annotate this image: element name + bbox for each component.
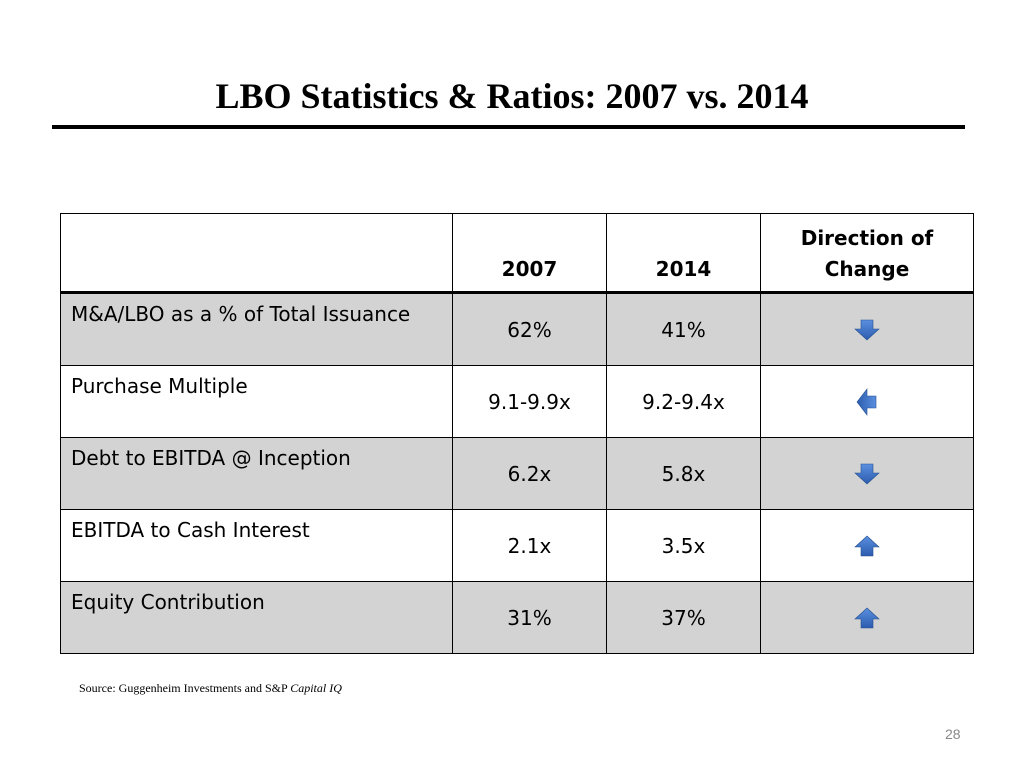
metric-label: Equity Contribution	[60, 581, 453, 654]
value-2014: 37%	[606, 581, 761, 654]
direction-cell	[760, 365, 974, 438]
metric-label: EBITDA to Cash Interest	[60, 509, 453, 582]
lbo-stats-table: 2007 2014 Direction of Change M&A/LBO as…	[60, 213, 974, 654]
table-row: M&A/LBO as a % of Total Issuance 62% 41%	[60, 292, 974, 366]
metric-label: M&A/LBO as a % of Total Issuance	[60, 292, 453, 366]
arrow-left-icon	[856, 387, 877, 416]
value-2007: 2.1x	[452, 509, 607, 582]
source-note: Source: Guggenheim Investments and S&P C…	[79, 681, 342, 696]
page-number: 28	[945, 726, 961, 742]
value-2014: 3.5x	[606, 509, 761, 582]
table-header-row: 2007 2014 Direction of Change	[60, 213, 974, 294]
table-row: Debt to EBITDA @ Inception 6.2x 5.8x	[60, 437, 974, 510]
direction-cell	[760, 509, 974, 582]
value-2007-text: 62%	[507, 317, 552, 342]
header-2014: 2014	[606, 213, 761, 294]
value-2007: 9.1-9.9x	[452, 365, 607, 438]
metric-label: Debt to EBITDA @ Inception	[60, 437, 453, 510]
header-direction-line1: Direction of	[800, 226, 934, 250]
value-2007: 31%	[452, 581, 607, 654]
source-prefix: Source: Guggenheim Investments and S&P	[79, 681, 291, 695]
direction-cell	[760, 581, 974, 654]
table-row: Equity Contribution 31% 37%	[60, 581, 974, 654]
value-2014: 9.2-9.4x	[606, 365, 761, 438]
source-italic: Capital IQ	[290, 681, 342, 695]
arrow-down-icon	[854, 463, 880, 485]
arrow-up-icon	[854, 535, 880, 557]
direction-cell	[760, 292, 974, 366]
direction-cell	[760, 437, 974, 510]
arrow-up-icon	[854, 607, 880, 629]
value-2014-text: 37%	[661, 605, 706, 630]
metric-label: Purchase Multiple	[60, 365, 453, 438]
value-2014: 5.8x	[606, 437, 761, 510]
arrow-down-icon	[854, 319, 880, 341]
value-2007-text: 2.1x	[507, 533, 552, 558]
header-2007: 2007	[452, 213, 607, 294]
title-underline	[52, 125, 965, 129]
value-2007-text: 31%	[507, 605, 552, 630]
header-metric	[60, 213, 453, 294]
header-direction: Direction of Change	[760, 213, 974, 294]
value-2014: 41%	[606, 292, 761, 366]
value-2007: 62%	[452, 292, 607, 366]
value-2007-text: 9.1-9.9x	[488, 389, 571, 414]
value-2014-text: 3.5x	[661, 533, 706, 558]
value-2014-text: 41%	[661, 317, 706, 342]
value-2007: 6.2x	[452, 437, 607, 510]
value-2007-text: 6.2x	[507, 461, 552, 486]
value-2014-text: 9.2-9.4x	[642, 389, 725, 414]
slide-title: LBO Statistics & Ratios: 2007 vs. 2014	[215, 76, 809, 116]
table-row: EBITDA to Cash Interest 2.1x 3.5x	[60, 509, 974, 582]
header-direction-line2: Change	[824, 257, 910, 281]
value-2014-text: 5.8x	[661, 461, 706, 486]
table-row: Purchase Multiple 9.1-9.9x 9.2-9.4x	[60, 365, 974, 438]
